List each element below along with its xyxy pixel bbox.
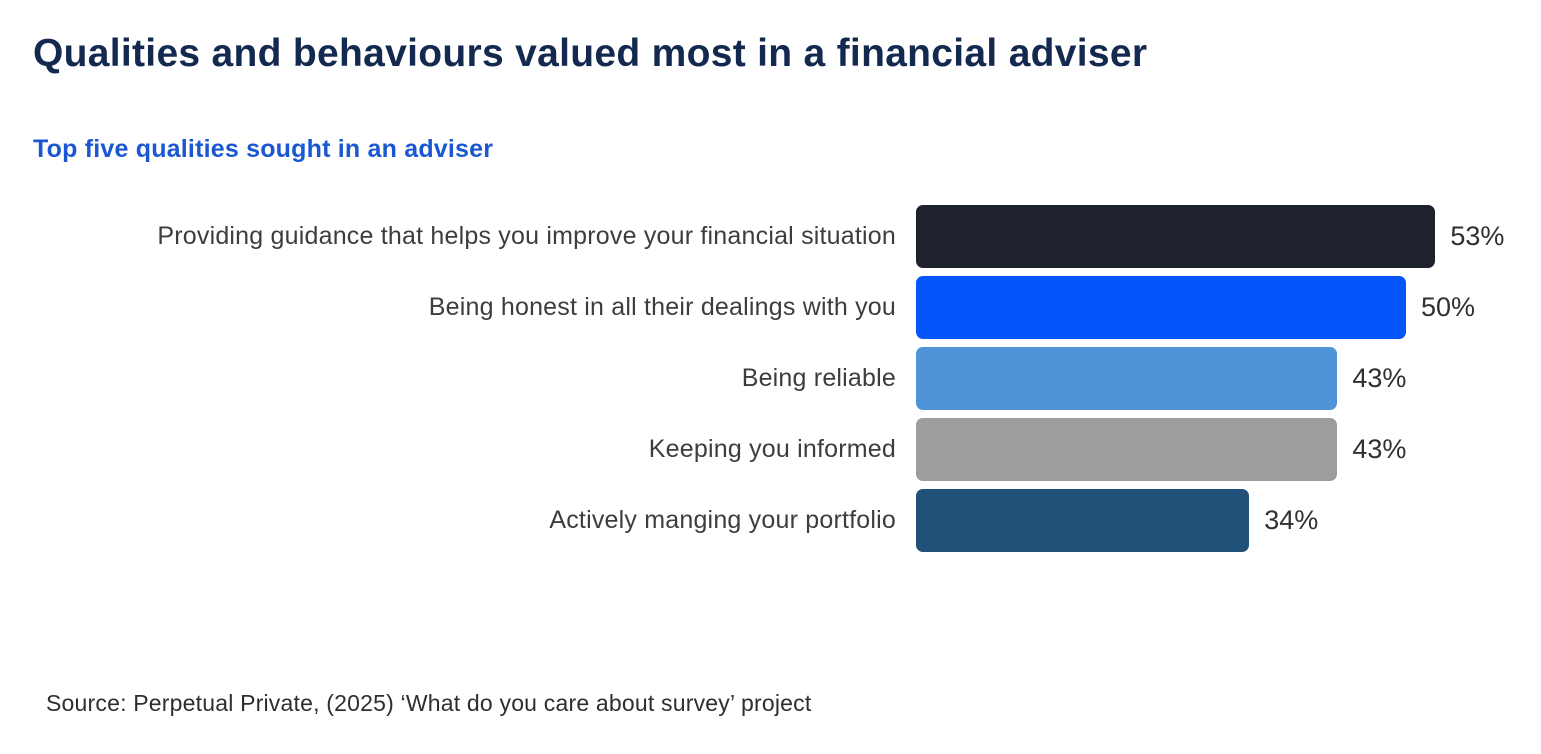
- page-title: Qualities and behaviours valued most in …: [33, 32, 1148, 75]
- bar: [916, 418, 1338, 481]
- category-label: Being reliable: [741, 364, 896, 392]
- chart-row: Being honest in all their dealings with …: [0, 276, 1541, 339]
- chart-row: Providing guidance that helps you improv…: [0, 205, 1541, 268]
- category-label: Keeping you informed: [648, 435, 896, 463]
- bar: [916, 489, 1250, 552]
- value-label: 53%: [1450, 221, 1505, 251]
- chart-row: Keeping you informed 43%: [0, 418, 1541, 481]
- category-label: Being honest in all their dealings with …: [428, 293, 896, 321]
- bar-chart: Providing guidance that helps you improv…: [0, 205, 1541, 560]
- bar: [916, 276, 1406, 339]
- category-label: Providing guidance that helps you improv…: [157, 222, 896, 250]
- chart-row: Actively manging your portfolio 34%: [0, 489, 1541, 552]
- value-label: 34%: [1264, 505, 1319, 535]
- value-label: 50%: [1421, 292, 1476, 322]
- source-note: Source: Perpetual Private, (2025) ‘What …: [46, 690, 812, 716]
- chart-row: Being reliable 43%: [0, 347, 1541, 410]
- bar: [916, 347, 1338, 410]
- category-label: Actively manging your portfolio: [549, 506, 896, 534]
- bar: [916, 205, 1436, 268]
- value-label: 43%: [1352, 434, 1407, 464]
- chart-subtitle: Top five qualities sought in an adviser: [33, 135, 494, 163]
- value-label: 43%: [1352, 363, 1407, 393]
